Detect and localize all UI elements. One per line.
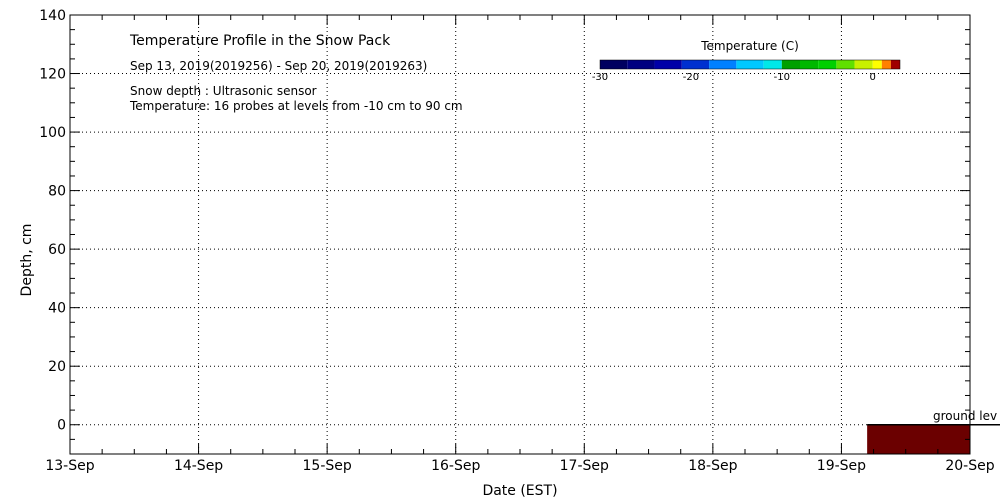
colorbar-segment xyxy=(709,60,737,69)
annotation-temperature-probes: Temperature: 16 probes at levels from -1… xyxy=(129,99,463,113)
colorbar-segment xyxy=(890,60,900,69)
x-tick-label: 17-Sep xyxy=(560,458,609,474)
x-tick-label: 16-Sep xyxy=(431,458,480,474)
colorbar-legend: Temperature (C) -30 -20 -10 0 xyxy=(592,39,901,83)
y-tick-label: 20 xyxy=(48,359,66,375)
colorbar-frame xyxy=(599,59,901,70)
colorbar-segment xyxy=(681,60,710,69)
axes: 0 20 40 60 80 100 120 140 13-Sep 14-Sep 15-Sep 16-S… xyxy=(39,8,994,474)
grid-lines xyxy=(70,15,970,454)
annotation-snow-depth: Snow depth : Ultrasonic sensor xyxy=(130,84,317,98)
colorbar-segment xyxy=(763,60,782,69)
plot-frame xyxy=(69,14,971,455)
y-tick-label: 0 xyxy=(57,418,66,434)
colorbar-segment xyxy=(736,60,764,69)
x-axis-label: Date (EST) xyxy=(482,483,557,499)
y-tick-label: 40 xyxy=(48,301,66,317)
x-tick-label: 14-Sep xyxy=(174,458,223,474)
y-axis-label: Depth, cm xyxy=(19,224,35,297)
y-tick-label: 60 xyxy=(48,242,66,258)
colorbar-segment xyxy=(881,60,891,69)
y-tick-label: 120 xyxy=(39,67,66,83)
colorbar-segment xyxy=(818,60,837,69)
y-tick-label: 100 xyxy=(39,125,66,141)
colorbar-segment xyxy=(654,60,682,69)
colorbar-segment xyxy=(627,60,655,69)
x-tick-label: 19-Sep xyxy=(817,458,866,474)
colorbar-tick-label: -20 xyxy=(683,72,699,83)
chart-subtitle: Sep 13, 2019(2019256) - Sep 20, 2019(201… xyxy=(130,59,427,73)
x-tick-label: 18-Sep xyxy=(688,458,737,474)
colorbar-segment xyxy=(872,60,882,69)
colorbar-title: Temperature (C) xyxy=(700,39,799,53)
y-tick-label: 80 xyxy=(48,184,66,200)
chart-title: Temperature Profile in the Snow Pack xyxy=(129,33,391,49)
x-tick-label: 20-Sep xyxy=(945,458,994,474)
colorbar-tick-label: 0 xyxy=(870,72,876,83)
colorbar-segment xyxy=(836,60,855,69)
colorbar-segment xyxy=(781,60,800,69)
ground-level-label: ground lev xyxy=(933,409,997,423)
colorbar-segment xyxy=(854,60,873,69)
x-tick-label: 13-Sep xyxy=(45,458,94,474)
colorbar-segment xyxy=(600,60,628,69)
x-tick-label: 15-Sep xyxy=(303,458,352,474)
colorbar-ticks: -30 -20 -10 0 xyxy=(592,72,876,83)
colorbar-tick-label: -10 xyxy=(774,72,790,83)
temperature-cell xyxy=(867,424,970,454)
temperature-data-layer xyxy=(867,423,1000,454)
y-tick-label: 140 xyxy=(39,8,66,24)
colorbar-segments xyxy=(599,59,901,70)
colorbar-segment xyxy=(800,60,819,69)
colorbar-tick-label: -30 xyxy=(592,72,608,83)
